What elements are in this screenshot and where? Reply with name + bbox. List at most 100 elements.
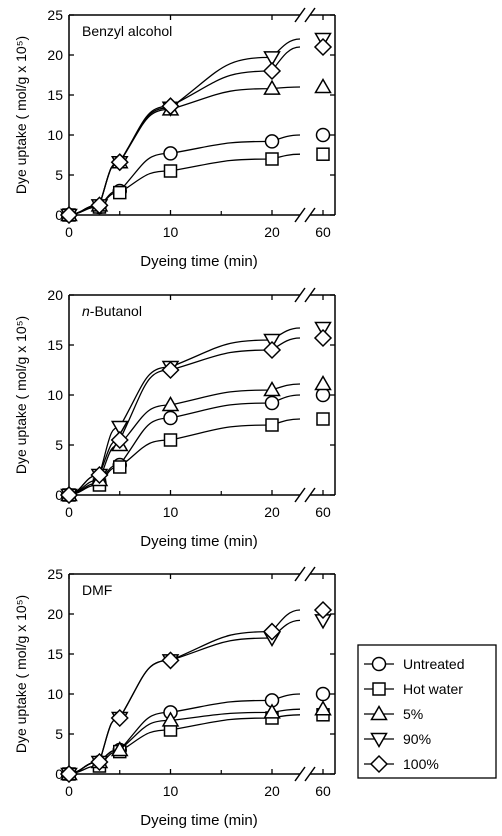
x-axis-label: Dyeing time (min) <box>140 812 258 829</box>
data-point <box>161 97 180 116</box>
y-tick-label: 15 <box>47 646 63 662</box>
x-tick-label: 20 <box>264 224 280 240</box>
x-tick-label: 60 <box>315 783 331 799</box>
data-point <box>316 147 330 161</box>
x-tick-label: 60 <box>315 224 331 240</box>
chart-panel-1: 0 5 10 15 20 25 0 10 20 60 Dyeing time (min) Dye up… <box>13 7 336 270</box>
data-point <box>90 752 109 772</box>
y-tick-label: 5 <box>55 726 63 742</box>
data-point <box>262 340 282 360</box>
panel-title: DMF <box>82 582 112 598</box>
series-triangle-down <box>60 32 332 225</box>
data-point <box>90 196 109 215</box>
legend-label: Hot water <box>403 681 463 697</box>
panel-title: n-Butanol <box>82 303 142 319</box>
axis-break-mark <box>294 487 306 503</box>
data-point <box>59 485 79 505</box>
data-point <box>161 711 180 727</box>
x-tick-label: 10 <box>163 224 179 240</box>
data-point <box>313 37 333 57</box>
data-point <box>313 600 333 620</box>
data-point <box>314 700 332 716</box>
data-point <box>263 380 281 397</box>
series-diamond <box>59 328 333 505</box>
y-tick-label: 10 <box>47 686 63 702</box>
data-point <box>113 185 127 200</box>
axis-break-mark <box>304 487 316 503</box>
axis-break-mark <box>294 566 306 582</box>
legend: Untreated Hot water 5% 90% 100% <box>357 644 497 779</box>
data-point <box>314 77 332 94</box>
data-point <box>113 460 127 474</box>
legend-marker-square <box>372 682 386 696</box>
data-point <box>313 328 333 348</box>
legend-marker-triangle-down <box>370 732 388 749</box>
data-point <box>314 374 332 391</box>
data-point <box>262 61 282 81</box>
y-tick-label: 15 <box>47 337 63 353</box>
x-tick-label: 20 <box>264 504 280 520</box>
chart-panel-2: 0 5 10 15 20 0 10 20 60 Dyeing time (min) Dye upta… <box>13 287 336 550</box>
data-point <box>163 146 178 161</box>
y-tick-label: 10 <box>47 387 63 403</box>
data-point <box>59 205 79 225</box>
data-point <box>161 651 180 670</box>
axis-break-mark <box>304 766 316 782</box>
x-tick-label: 0 <box>65 504 73 520</box>
x-axis-label: Dyeing time (min) <box>140 253 258 270</box>
y-tick-label: 0 <box>55 487 63 503</box>
data-point <box>110 430 129 450</box>
data-point <box>90 465 109 485</box>
legend-marker-triangle-up <box>370 704 388 721</box>
data-point <box>315 686 331 702</box>
y-tick-label: 20 <box>47 47 63 63</box>
legend-marker-circle <box>371 656 387 672</box>
y-tick-label: 0 <box>55 207 63 223</box>
x-tick-label: 10 <box>163 504 179 520</box>
y-tick-label: 5 <box>55 167 63 183</box>
panel-title: Benzyl alcohol <box>82 23 172 39</box>
y-tick-label: 20 <box>47 606 63 622</box>
data-point <box>263 703 281 719</box>
data-point <box>161 360 180 380</box>
data-point <box>315 387 331 403</box>
series-square <box>62 412 330 502</box>
data-point <box>264 134 280 149</box>
y-tick-label: 25 <box>47 566 63 582</box>
data-point <box>161 395 180 412</box>
data-point <box>110 420 129 437</box>
x-axis-label: Dyeing time (min) <box>140 533 258 550</box>
series-diamond <box>59 600 333 784</box>
x-tick-label: 20 <box>264 783 280 799</box>
y-tick-label: 5 <box>55 437 63 453</box>
legend-marker-diamond <box>369 754 389 774</box>
data-point <box>59 764 79 784</box>
axis-break-mark <box>294 7 306 23</box>
y-axis-label: Dye uptake ( mol/g x 10⁵) <box>13 595 29 753</box>
axis-break-mark <box>294 207 306 223</box>
data-point <box>265 418 279 432</box>
series-diamond <box>59 37 333 225</box>
axis-break-mark <box>294 287 306 303</box>
data-point <box>163 433 178 447</box>
y-tick-label: 20 <box>47 287 63 303</box>
data-point <box>316 412 330 426</box>
data-point <box>163 164 178 178</box>
data-point <box>263 79 281 95</box>
data-point <box>263 51 281 67</box>
y-axis-label: Dye uptake ( mol/g x 10⁵) <box>13 36 29 194</box>
x-tick-label: 10 <box>163 783 179 799</box>
y-tick-label: 10 <box>47 127 63 143</box>
legend-label: Untreated <box>403 656 464 672</box>
series-line <box>68 619 301 775</box>
legend-label: 90% <box>403 731 431 747</box>
axis-break-mark <box>304 287 316 303</box>
y-tick-label: 0 <box>55 766 63 782</box>
data-point <box>110 153 129 172</box>
y-tick-label: 15 <box>47 87 63 103</box>
y-tick-label: 25 <box>47 7 63 23</box>
data-point <box>163 410 178 426</box>
axis-break-mark <box>294 766 306 782</box>
axis-break-mark <box>304 566 316 582</box>
data-point <box>110 708 129 728</box>
